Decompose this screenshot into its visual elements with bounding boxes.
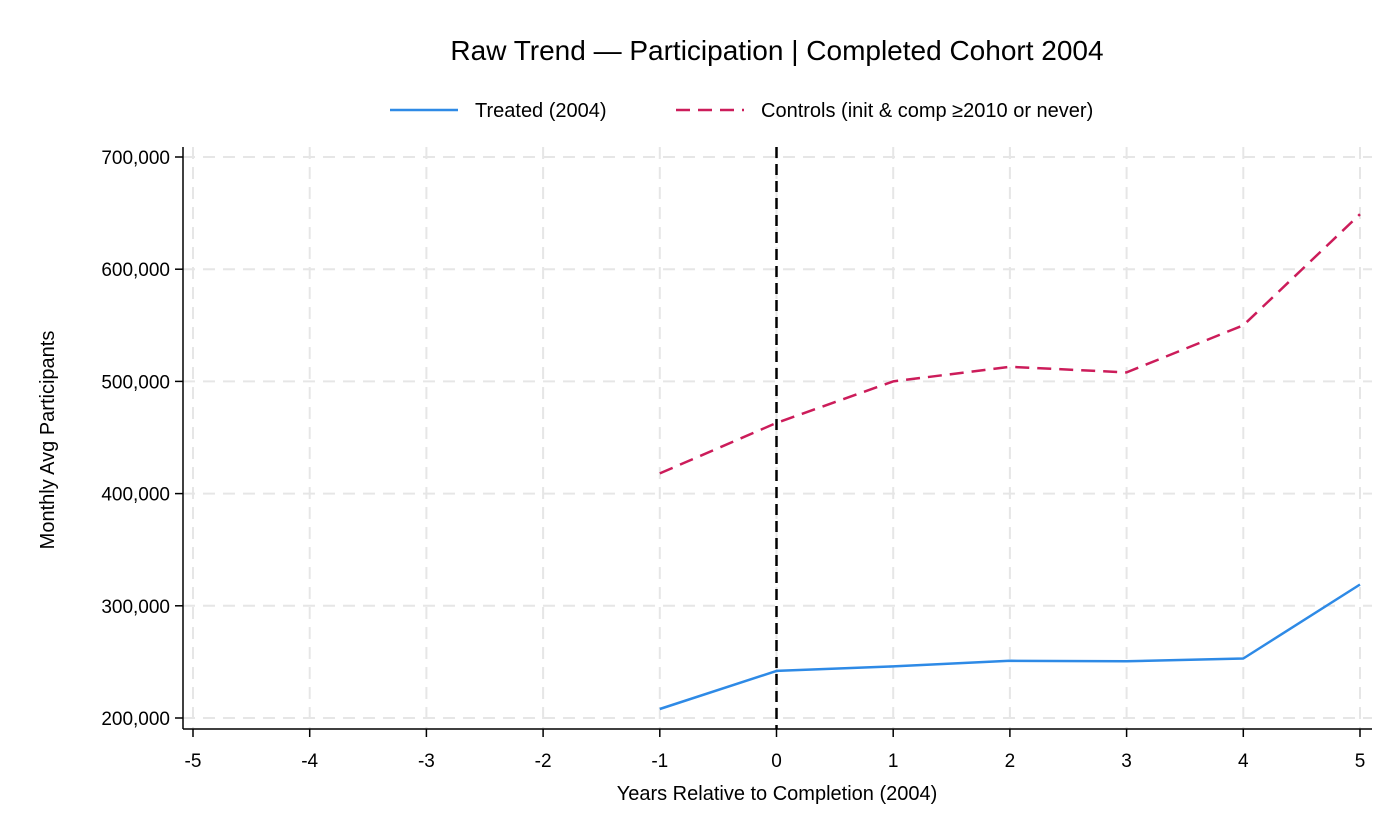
x-tick-label: 1 <box>888 751 899 772</box>
x-tick-label: -3 <box>418 751 435 772</box>
x-tick-label: -1 <box>651 751 668 772</box>
x-tick-label: 5 <box>1355 751 1366 772</box>
series-line-treated <box>659 583 1361 711</box>
x-tick-label: -4 <box>301 751 318 772</box>
series-group <box>659 213 1361 711</box>
y-tick-label: 600,000 <box>101 260 170 281</box>
x-axis-label: Years Relative to Completion (2004) <box>617 783 938 805</box>
legend-label: Controls (init & comp ≥2010 or never) <box>761 100 1093 122</box>
y-axis-label: Monthly Avg Participants <box>37 331 59 550</box>
axes: 200,000 300,000 400,000 500,000 600,000 700,0… <box>101 147 1372 772</box>
y-tick-label: 300,000 <box>101 597 170 618</box>
y-tick-label: 500,000 <box>101 372 170 393</box>
x-tick-label: 3 <box>1121 751 1132 772</box>
chart-title: Raw Trend — Participation | Completed Co… <box>450 35 1103 66</box>
grid <box>183 147 1372 729</box>
x-tick-label: -5 <box>185 751 202 772</box>
x-tick-label: 2 <box>1005 751 1016 772</box>
x-tick-label: 0 <box>771 751 782 772</box>
y-tick-label: 200,000 <box>101 709 170 730</box>
x-tick-label: 4 <box>1238 751 1249 772</box>
legend: Treated (2004) Controls (init & comp ≥201… <box>390 100 1093 122</box>
x-tick-label: -2 <box>535 751 552 772</box>
y-tick-label: 700,000 <box>101 148 170 169</box>
y-tick-label: 400,000 <box>101 485 170 506</box>
legend-label: Treated (2004) <box>475 100 607 122</box>
